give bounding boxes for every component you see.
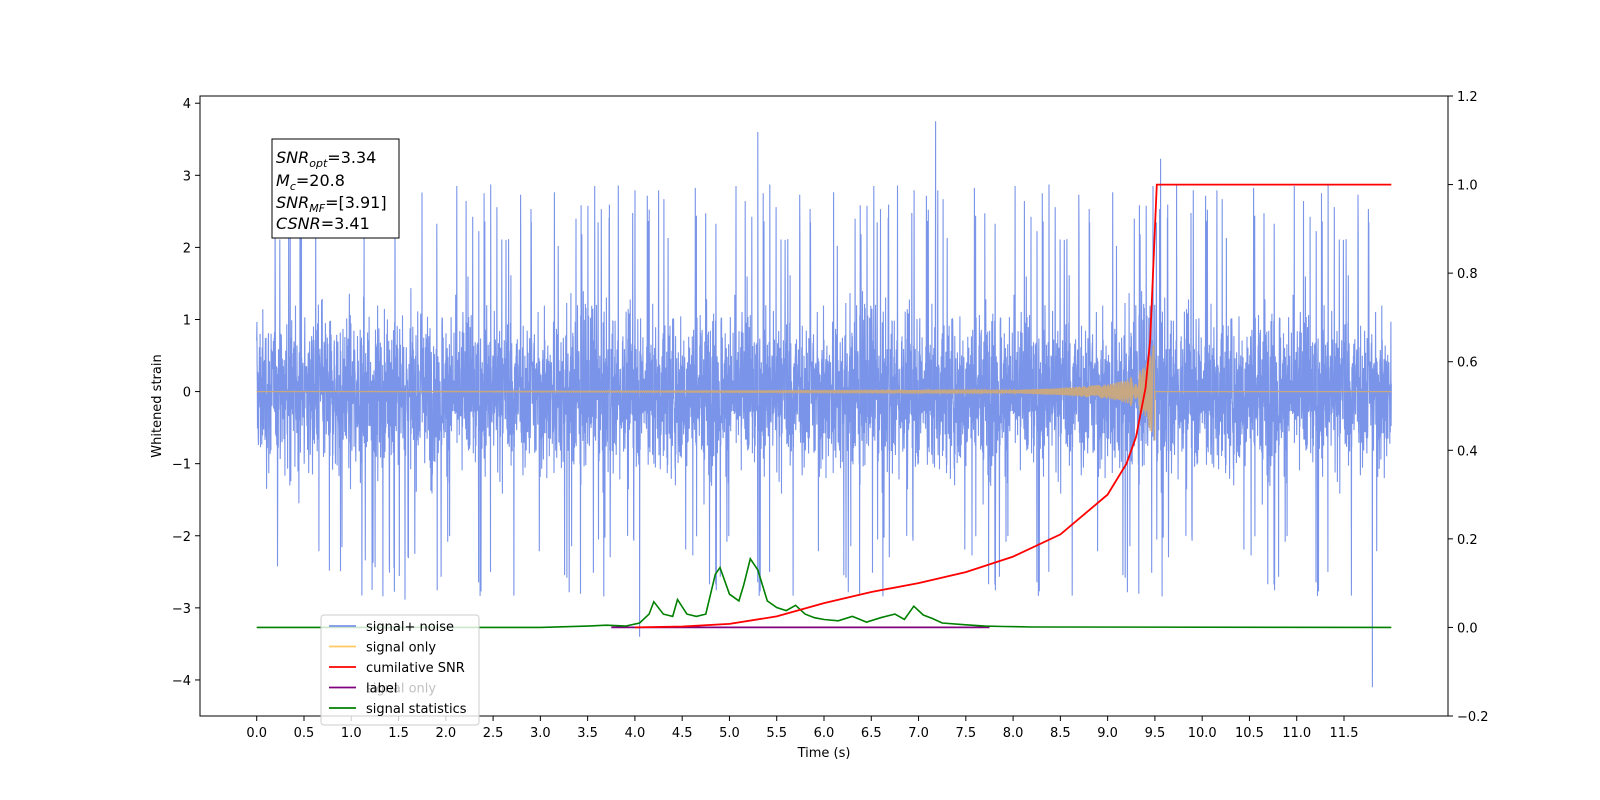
x-tick-label: 7.0 <box>908 726 929 741</box>
x-tick-label: 5.5 <box>766 726 787 741</box>
x-tick-label: 5.0 <box>719 726 740 741</box>
y-tick-label: 3 <box>183 169 191 184</box>
x-tick-label: 11.5 <box>1330 726 1359 741</box>
x-tick-label: 3.0 <box>530 726 551 741</box>
y2-tick-label: 0.8 <box>1457 267 1478 282</box>
y2-tick-label: 0.6 <box>1457 356 1478 371</box>
x-tick-label: 10.0 <box>1188 726 1217 741</box>
legend-frame <box>320 614 480 726</box>
series-signal-statistics-line <box>256 556 1392 629</box>
snr-mf-text: SNRMF=[3.91] <box>276 193 387 215</box>
series-cumilative-snr-line <box>634 183 1392 629</box>
snr-mf-value: =[3.91] <box>325 193 387 212</box>
x-tick-label: 11.0 <box>1282 726 1311 741</box>
legend-ghost-entry: signal only <box>366 682 436 697</box>
y2-tick-label: −0.2 <box>1457 710 1489 725</box>
mc-value: =20.8 <box>296 171 345 190</box>
y-tick-label: 1 <box>183 313 191 328</box>
mc-text: Mc=20.8 <box>276 171 345 193</box>
x-axis-label: Time (s) <box>797 746 851 761</box>
x-tick-label: 4.5 <box>672 726 693 741</box>
x-tick-label: 0.0 <box>246 726 267 741</box>
x-tick-label: 1.5 <box>388 726 409 741</box>
y2-tick-label: 0.4 <box>1457 444 1478 459</box>
x-tick-label: 2.5 <box>483 726 504 741</box>
annotation-box: SNRopt=3.34 Mc=20.8 SNRMF=[3.91] CSNR=3.… <box>271 138 400 239</box>
series-signal-noise-line <box>256 121 1392 688</box>
legend: signal+ noise signal only cumilative SNR la… <box>320 614 480 726</box>
legend-entry: signal+ noise <box>366 620 454 635</box>
series-signal-only-line <box>256 344 1392 441</box>
y2-tick-label: 0.0 <box>1457 621 1478 636</box>
y-tick-label: −2 <box>172 530 191 545</box>
y-tick-label: 0 <box>183 386 191 401</box>
y-tick-label: −4 <box>172 674 191 689</box>
x-tick-label: 1.0 <box>341 726 362 741</box>
axes: 0.0 0.5 1.0 1.5 2.0 2.5 3.0 3.5 4.0 4.5 5.0 5.5 6.0 6… <box>172 90 1489 741</box>
y-tick-label: 2 <box>183 241 191 256</box>
y-tick-label: −3 <box>172 602 191 617</box>
snr-opt-value: =3.34 <box>327 148 376 167</box>
x-tick-label: 2.0 <box>435 726 456 741</box>
y-tick-label: −1 <box>172 458 191 473</box>
x-tick-label: 0.5 <box>294 726 315 741</box>
legend-entry: label <box>366 682 397 697</box>
x-tick-label: 10.5 <box>1235 726 1264 741</box>
x-tick-label: 9.5 <box>1145 726 1166 741</box>
y-tick-label: 4 <box>183 97 191 112</box>
x-tick-label: 7.5 <box>955 726 976 741</box>
y2-tick-label: 1.2 <box>1457 90 1478 105</box>
csnr-text: CSNR=3.41 <box>276 214 370 233</box>
x-tick-label: 9.0 <box>1097 726 1118 741</box>
x-tick-label: 4.0 <box>625 726 646 741</box>
x-tick-label: 8.0 <box>1003 726 1024 741</box>
y-axis-label: Whitened strain <box>150 354 165 457</box>
x-tick-label: 6.0 <box>814 726 835 741</box>
y2-tick-label: 0.2 <box>1457 533 1478 548</box>
x-tick-label: 3.5 <box>577 726 598 741</box>
series-layer <box>256 121 1392 688</box>
snr-opt-text: SNRopt=3.34 <box>276 148 376 170</box>
legend-entry: signal only <box>366 641 436 656</box>
x-tick-label: 6.5 <box>861 726 882 741</box>
legend-entry: cumilative SNR <box>366 661 465 676</box>
y2-tick-label: 1.0 <box>1457 179 1478 194</box>
x-tick-label: 8.5 <box>1050 726 1071 741</box>
legend-entry: signal statistics <box>366 702 467 717</box>
csnr-value: =3.41 <box>321 214 370 233</box>
